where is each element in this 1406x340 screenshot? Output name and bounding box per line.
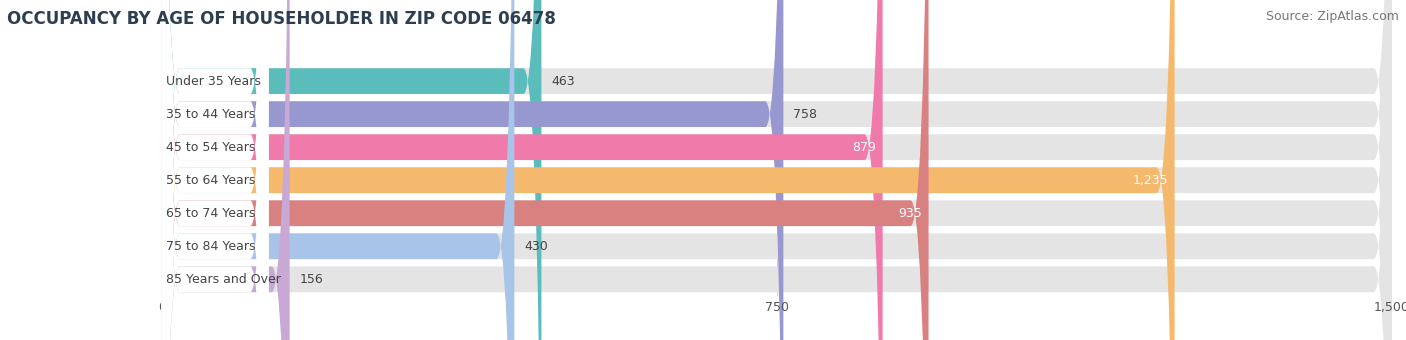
Text: 35 to 44 Years: 35 to 44 Years — [166, 108, 254, 121]
Text: OCCUPANCY BY AGE OF HOUSEHOLDER IN ZIP CODE 06478: OCCUPANCY BY AGE OF HOUSEHOLDER IN ZIP C… — [7, 10, 555, 28]
FancyBboxPatch shape — [162, 0, 883, 340]
Text: 879: 879 — [852, 141, 876, 154]
Text: Source: ZipAtlas.com: Source: ZipAtlas.com — [1265, 10, 1399, 23]
FancyBboxPatch shape — [162, 0, 1392, 340]
FancyBboxPatch shape — [162, 0, 269, 340]
FancyBboxPatch shape — [162, 0, 783, 340]
Text: 55 to 64 Years: 55 to 64 Years — [166, 174, 254, 187]
FancyBboxPatch shape — [162, 0, 269, 340]
FancyBboxPatch shape — [162, 0, 1392, 340]
Text: 463: 463 — [551, 74, 575, 88]
Text: 85 Years and Over: 85 Years and Over — [166, 273, 281, 286]
Text: 45 to 54 Years: 45 to 54 Years — [166, 141, 254, 154]
Text: 75 to 84 Years: 75 to 84 Years — [166, 240, 256, 253]
FancyBboxPatch shape — [162, 0, 1392, 340]
Text: 156: 156 — [299, 273, 323, 286]
FancyBboxPatch shape — [162, 0, 1392, 340]
FancyBboxPatch shape — [162, 0, 515, 340]
Text: 758: 758 — [793, 108, 817, 121]
FancyBboxPatch shape — [162, 0, 269, 340]
FancyBboxPatch shape — [162, 0, 1392, 340]
Text: 935: 935 — [898, 207, 922, 220]
FancyBboxPatch shape — [162, 0, 1392, 340]
FancyBboxPatch shape — [162, 0, 269, 340]
FancyBboxPatch shape — [162, 0, 541, 340]
FancyBboxPatch shape — [162, 0, 290, 340]
FancyBboxPatch shape — [162, 0, 269, 340]
Text: 430: 430 — [524, 240, 548, 253]
FancyBboxPatch shape — [162, 0, 1174, 340]
FancyBboxPatch shape — [162, 0, 928, 340]
FancyBboxPatch shape — [162, 0, 1392, 340]
FancyBboxPatch shape — [162, 0, 269, 340]
Text: 65 to 74 Years: 65 to 74 Years — [166, 207, 254, 220]
Text: Under 35 Years: Under 35 Years — [166, 74, 260, 88]
FancyBboxPatch shape — [162, 0, 269, 340]
Text: 1,235: 1,235 — [1132, 174, 1168, 187]
